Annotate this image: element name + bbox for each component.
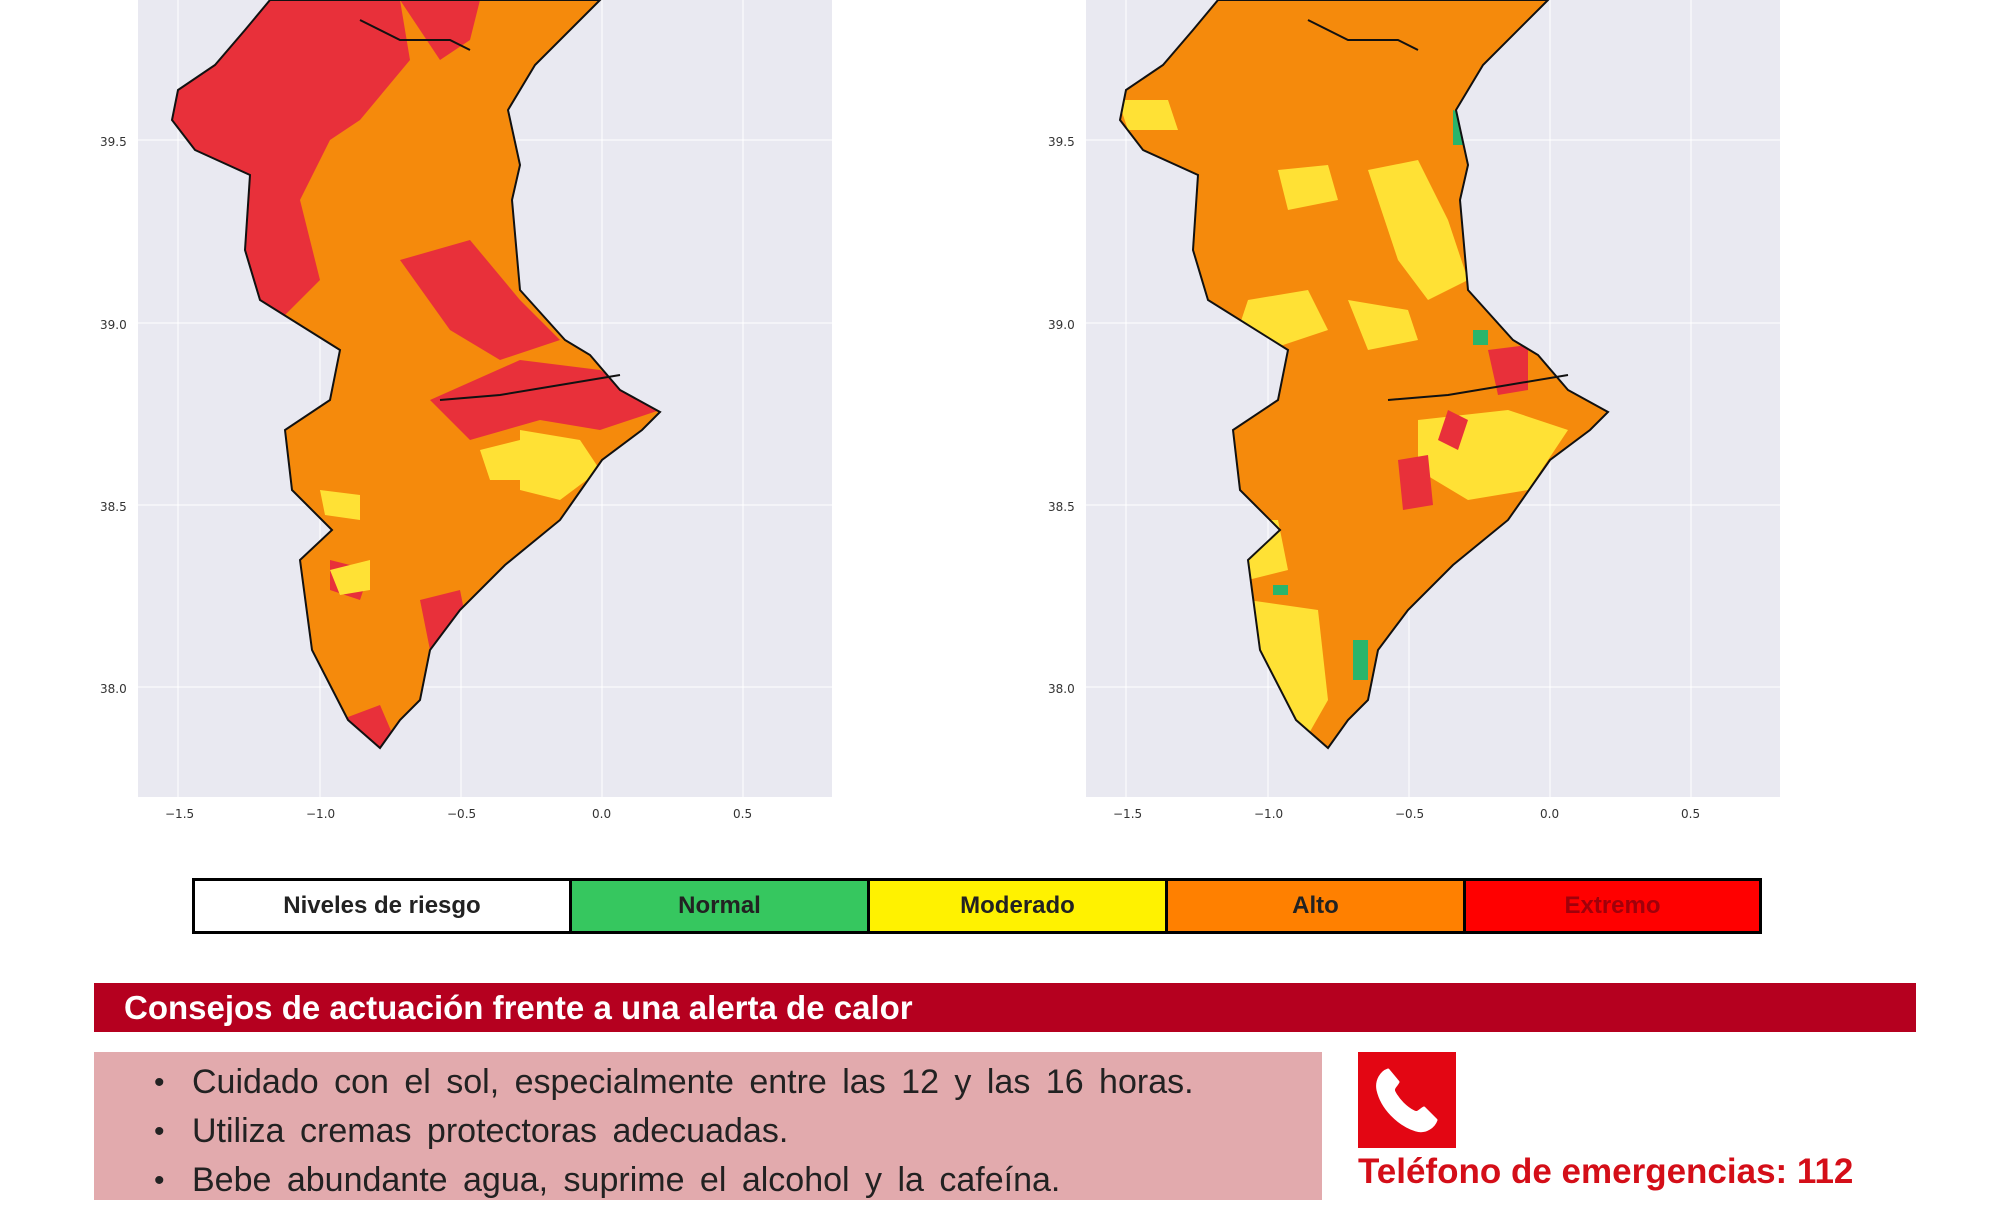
- map-left: 39.5 39.0 38.5 38.0 −1.5 −1.0 −0.5 0.0 0…: [0, 0, 900, 850]
- map-left-ytick: 38.0: [100, 682, 127, 696]
- legend-extreme: Extremo: [1466, 881, 1759, 931]
- map-left-xtick: −1.0: [306, 807, 335, 821]
- map-right-ytick: 39.0: [1048, 318, 1075, 332]
- legend-high: Alto: [1168, 881, 1466, 931]
- map-right-xtick: −1.0: [1254, 807, 1283, 821]
- advice-box: Cuidado con el sol, especialmente entre …: [94, 1052, 1322, 1205]
- map-right-xtick: −0.5: [1395, 807, 1424, 821]
- map-right-xtick: 0.0: [1540, 807, 1559, 821]
- map-right-xtick: 0.5: [1681, 807, 1700, 821]
- advice-title: Consejos de actuación frente a una alert…: [94, 983, 1916, 1032]
- map-left-plot: 39.5 39.0 38.5 38.0 −1.5 −1.0 −0.5 0.0 0…: [100, 0, 832, 821]
- map-left-ytick: 39.5: [100, 135, 127, 149]
- map-right-ytick: 39.5: [1048, 135, 1075, 149]
- map-left-ytick: 39.0: [100, 318, 127, 332]
- map-left-xtick: 0.0: [592, 807, 611, 821]
- map-right-plot: 39.5 39.0 38.5 38.0 −1.5 −1.0 −0.5 0.0 0…: [1048, 0, 1780, 821]
- advice-item: Bebe abundante agua, suprime el alcohol …: [154, 1156, 1322, 1205]
- legend-title: Niveles de riesgo: [195, 881, 572, 931]
- legend-normal: Normal: [572, 881, 870, 931]
- map-left-xtick: −0.5: [447, 807, 476, 821]
- map-left-ytick: 38.5: [100, 500, 127, 514]
- map-right: 39.5 39.0 38.5 38.0 −1.5 −1.0 −0.5 0.0 0…: [948, 0, 1848, 850]
- map-left-xtick: −1.5: [165, 807, 194, 821]
- emergency-phone-text: Teléfono de emergencias: 112: [1358, 1152, 1854, 1191]
- advice-item: Utiliza cremas protectoras adecuadas.: [154, 1107, 1322, 1156]
- map-right-ytick: 38.0: [1048, 682, 1075, 696]
- map-left-xtick: 0.5: [733, 807, 752, 821]
- phone-icon: [1358, 1052, 1456, 1148]
- map-right-ytick: 38.5: [1048, 500, 1075, 514]
- risk-legend: Niveles de riesgo Normal Moderado Alto E…: [192, 878, 1762, 934]
- advice-item: Cuidado con el sol, especialmente entre …: [154, 1058, 1322, 1107]
- legend-moderate: Moderado: [870, 881, 1168, 931]
- map-right-xtick: −1.5: [1113, 807, 1142, 821]
- advice-list: Cuidado con el sol, especialmente entre …: [94, 1058, 1322, 1205]
